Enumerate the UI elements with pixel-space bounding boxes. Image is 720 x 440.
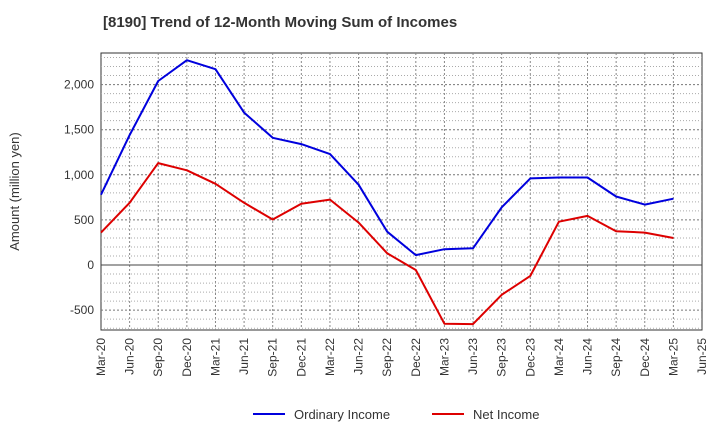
- y-tick-label: 2,000: [64, 78, 94, 92]
- x-tick-label: Sep-23: [495, 338, 509, 377]
- x-tick-label: Dec-21: [294, 338, 308, 377]
- x-tick-label: Sep-24: [609, 338, 623, 377]
- x-tick-label: Mar-24: [552, 338, 566, 376]
- x-tick-label: Mar-25: [666, 338, 680, 376]
- x-tick-label: Jun-25: [695, 338, 709, 375]
- x-tick-label: Sep-21: [266, 338, 280, 377]
- y-axis-title: Amount (million yen): [7, 132, 22, 251]
- x-tick-label: Dec-22: [409, 338, 423, 377]
- series-lines: [100, 59, 674, 326]
- plot-area: [100, 52, 703, 331]
- x-tick-label: Jun-23: [466, 338, 480, 375]
- series-line: [100, 59, 674, 257]
- y-tick-label: 1,500: [64, 123, 94, 137]
- x-tick-label: Jun-24: [581, 338, 595, 375]
- x-tick-label: Sep-20: [151, 338, 165, 377]
- x-tick-label: Jun-22: [352, 338, 366, 375]
- x-tick-label: Mar-20: [94, 338, 108, 376]
- x-tick-label: Jun-21: [237, 338, 251, 375]
- y-tick-label: -500: [70, 303, 94, 317]
- legend: Ordinary Income Net Income: [253, 407, 539, 422]
- x-tick-label: Dec-23: [523, 338, 537, 377]
- grid-lines: [101, 53, 702, 330]
- legend-label: Net Income: [473, 407, 539, 422]
- x-tick-label: Jun-20: [123, 338, 137, 375]
- x-tick-label: Dec-20: [180, 338, 194, 377]
- y-tick-label: 500: [74, 213, 94, 227]
- legend-label: Ordinary Income: [294, 407, 390, 422]
- chart-title: [8190] Trend of 12-Month Moving Sum of I…: [103, 14, 458, 31]
- y-tick-label: 1,000: [64, 168, 94, 182]
- x-tick-label: Mar-21: [208, 338, 222, 376]
- y-tick-label: 0: [87, 258, 94, 272]
- x-tick-label: Mar-23: [437, 338, 451, 376]
- x-tick-label: Mar-22: [323, 338, 337, 376]
- axes: Mar-20 Jun-20 Sep-20 Dec-20 Mar-21 Jun-21 Sep-…: [64, 78, 709, 377]
- x-tick-label: Sep-22: [380, 338, 394, 377]
- series-line: [100, 162, 674, 326]
- x-tick-label: Dec-24: [638, 338, 652, 377]
